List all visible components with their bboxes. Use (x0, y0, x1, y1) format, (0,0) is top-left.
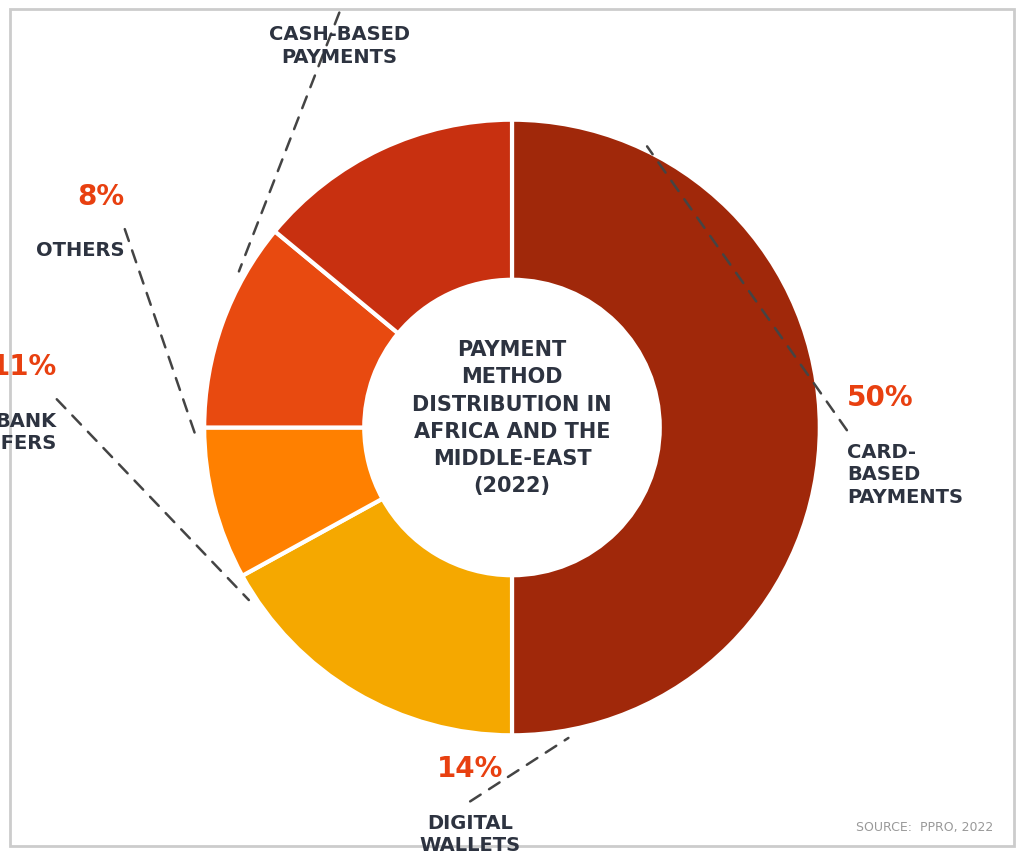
Text: BANK
TRANSFERS: BANK TRANSFERS (0, 411, 56, 453)
Text: CARD-
BASED
PAYMENTS: CARD- BASED PAYMENTS (847, 443, 963, 507)
Text: 11%: 11% (0, 353, 56, 380)
Wedge shape (274, 120, 512, 333)
Text: 8%: 8% (78, 183, 125, 210)
Text: DIGITAL
WALLETS: DIGITAL WALLETS (420, 814, 520, 855)
Wedge shape (512, 120, 820, 735)
Text: PAYMENT
METHOD
DISTRIBUTION IN
AFRICA AND THE
MIDDLE-EAST
(2022): PAYMENT METHOD DISTRIBUTION IN AFRICA AN… (413, 340, 611, 496)
Wedge shape (204, 232, 398, 428)
Wedge shape (204, 428, 383, 575)
Text: CASH-BASED
PAYMENTS: CASH-BASED PAYMENTS (269, 25, 410, 67)
Wedge shape (243, 498, 512, 735)
Text: SOURCE:  PPRO, 2022: SOURCE: PPRO, 2022 (856, 821, 993, 834)
Text: 14%: 14% (437, 755, 504, 783)
Text: 50%: 50% (847, 384, 913, 412)
Text: OTHERS: OTHERS (36, 241, 125, 261)
